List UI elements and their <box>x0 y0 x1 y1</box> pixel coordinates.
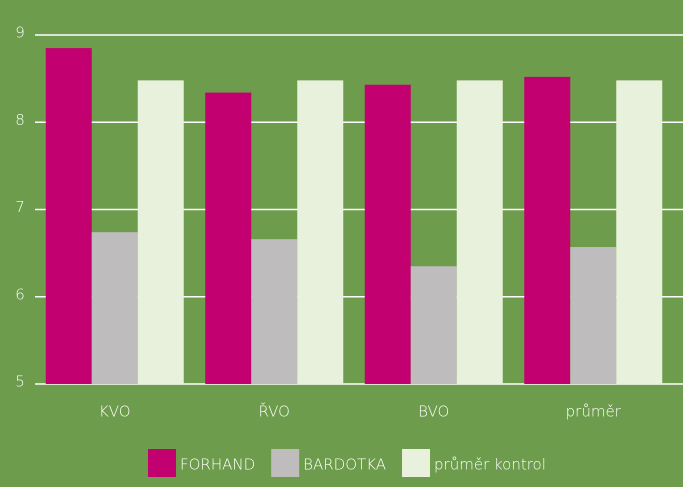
bar <box>45 48 92 385</box>
bar <box>251 239 298 384</box>
legend-swatch <box>271 449 300 477</box>
bar <box>570 247 617 384</box>
bar <box>524 76 571 384</box>
x-tick-label: KVO <box>99 403 131 421</box>
bar <box>456 80 503 385</box>
y-tick-label: 7 <box>15 198 25 216</box>
bar <box>410 266 457 384</box>
y-tick-label: 9 <box>15 24 25 42</box>
bar <box>91 232 138 384</box>
bar <box>364 84 411 385</box>
legend-swatch <box>402 449 431 477</box>
x-tick-label: BVO <box>418 403 449 421</box>
bar <box>205 92 252 385</box>
x-tick-label: ŘVO <box>259 402 290 421</box>
bar <box>297 80 344 385</box>
bar <box>137 80 184 385</box>
y-tick-label: 6 <box>15 285 25 303</box>
y-tick-label: 8 <box>15 111 25 129</box>
y-tick-label: 5 <box>15 373 25 391</box>
legend-swatch <box>148 449 176 477</box>
legend: FORHAND BARDOTKA průměr kontrol <box>148 449 546 477</box>
bar <box>616 80 663 385</box>
x-tick-label: průměr <box>566 403 622 421</box>
legend-label: BARDOTKA <box>303 456 386 474</box>
legend-label: průměr kontrol <box>434 456 546 474</box>
legend-label: FORHAND <box>180 456 255 474</box>
